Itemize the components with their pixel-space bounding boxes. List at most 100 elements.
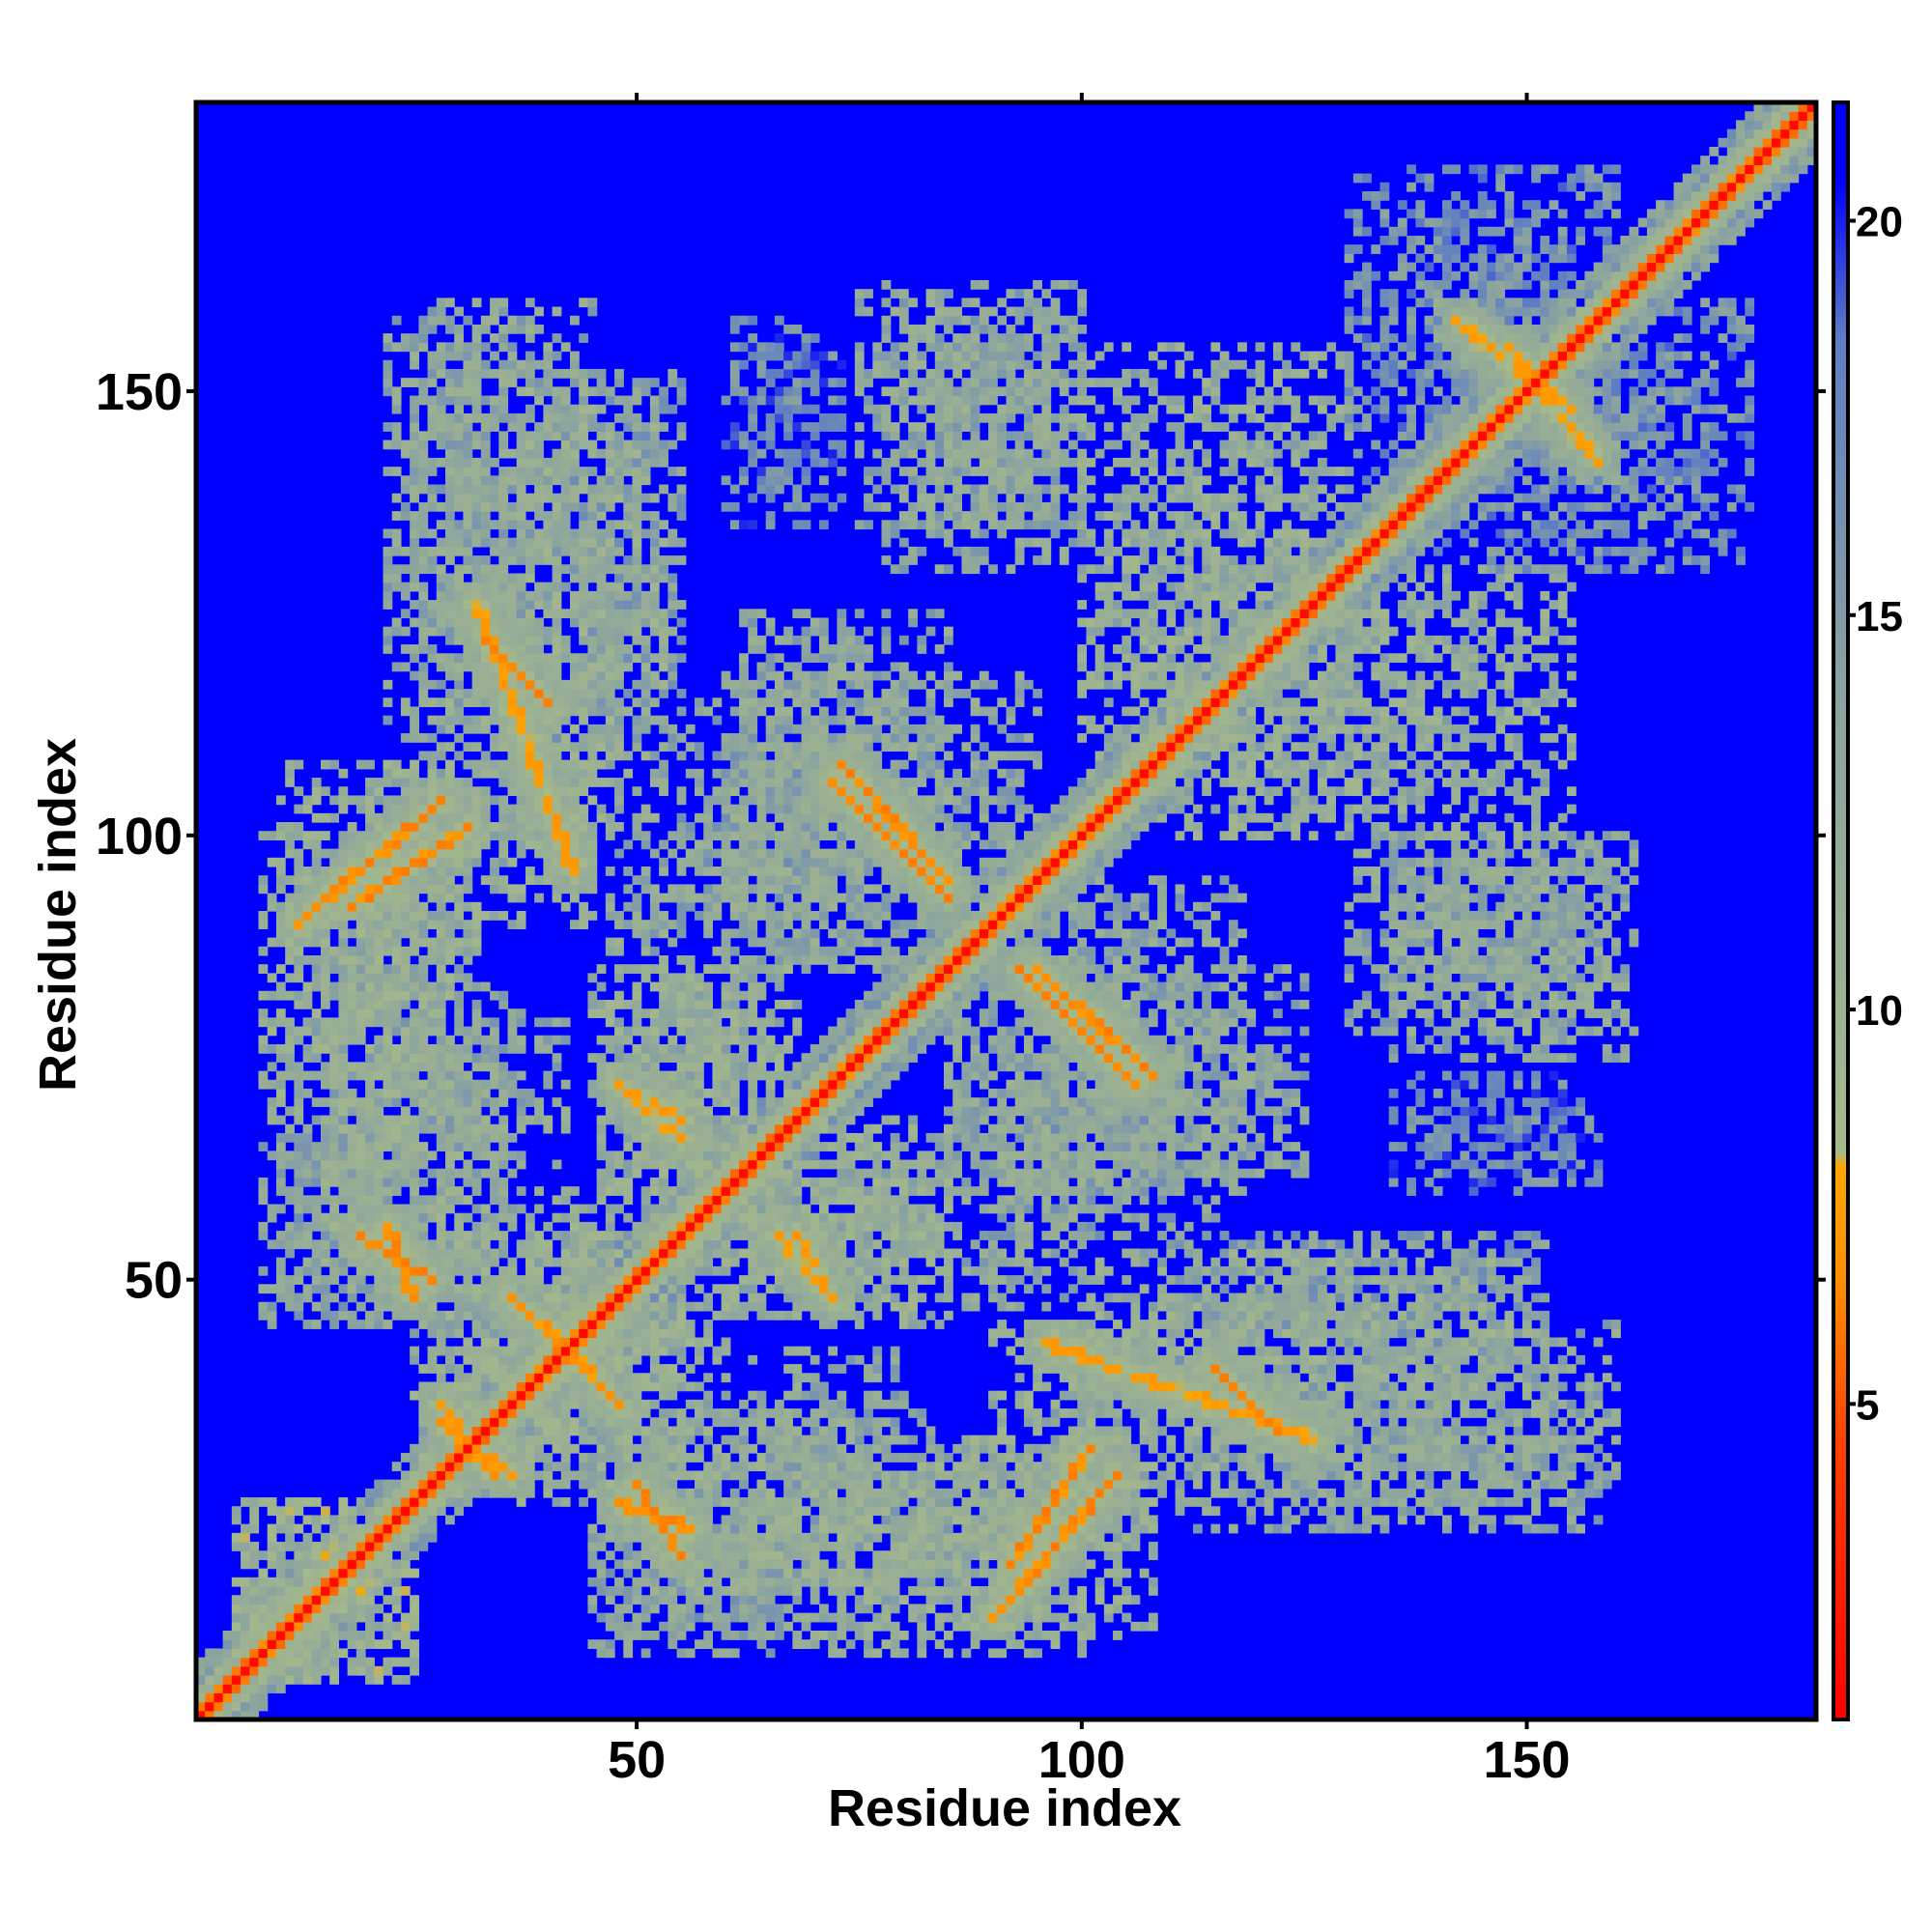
heatmap-cell bbox=[516, 1497, 526, 1507]
heatmap-cell bbox=[374, 857, 384, 867]
heatmap-cell bbox=[632, 875, 642, 886]
heatmap-cell bbox=[623, 706, 634, 717]
heatmap-cell bbox=[454, 546, 465, 556]
heatmap-cell bbox=[721, 1142, 731, 1151]
heatmap-cell bbox=[302, 1142, 313, 1151]
heatmap-cell bbox=[480, 1354, 491, 1365]
heatmap-cell bbox=[614, 1231, 624, 1240]
heatmap-cell bbox=[196, 1675, 206, 1685]
heatmap-cell bbox=[196, 1684, 206, 1694]
heatmap-cell bbox=[275, 1604, 286, 1614]
heatmap-cell bbox=[490, 395, 499, 406]
heatmap-cell bbox=[365, 778, 375, 787]
heatmap-cell bbox=[418, 812, 429, 823]
heatmap-cell bbox=[436, 1221, 446, 1232]
heatmap-cell bbox=[285, 1523, 295, 1534]
heatmap-cell bbox=[329, 1257, 340, 1267]
heatmap-cell bbox=[355, 1523, 366, 1534]
heatmap-cell bbox=[471, 831, 482, 841]
heatmap-cell bbox=[463, 839, 473, 850]
heatmap-cell bbox=[640, 1320, 651, 1329]
heatmap-cell bbox=[321, 1017, 330, 1028]
heatmap-cell bbox=[267, 1621, 277, 1632]
heatmap-cell bbox=[516, 1408, 526, 1418]
heatmap-cell bbox=[471, 1248, 482, 1259]
heatmap-cell bbox=[676, 1142, 687, 1151]
heatmap-cell bbox=[543, 1070, 554, 1081]
heatmap-cell bbox=[560, 804, 571, 814]
heatmap-cell bbox=[498, 653, 509, 664]
heatmap-cell bbox=[623, 1390, 634, 1401]
heatmap-cell bbox=[471, 395, 482, 406]
heatmap-cell bbox=[383, 564, 393, 575]
heatmap-cell bbox=[400, 1043, 411, 1054]
heatmap-cell bbox=[640, 1151, 651, 1161]
heatmap-cell bbox=[579, 1453, 589, 1463]
heatmap-cell bbox=[685, 742, 696, 753]
heatmap-cell bbox=[587, 795, 598, 806]
heatmap-cell bbox=[552, 839, 562, 850]
heatmap-cell bbox=[445, 1479, 455, 1490]
heatmap-cell bbox=[463, 1346, 473, 1356]
heatmap-cell bbox=[587, 1204, 598, 1214]
heatmap-cell bbox=[739, 1284, 749, 1294]
heatmap-cell bbox=[490, 1301, 499, 1312]
heatmap-cell bbox=[258, 1621, 269, 1632]
heatmap-cell bbox=[605, 600, 615, 610]
heatmap-cell bbox=[552, 1337, 562, 1348]
heatmap-cell bbox=[294, 1035, 304, 1045]
heatmap-cell bbox=[534, 1408, 544, 1418]
heatmap-cell bbox=[383, 697, 393, 708]
heatmap-cell bbox=[311, 1053, 322, 1063]
heatmap-cell bbox=[400, 484, 411, 495]
heatmap-cell bbox=[587, 1595, 598, 1605]
heatmap-cell bbox=[355, 964, 366, 974]
heatmap-cell bbox=[579, 1364, 589, 1374]
heatmap-cell bbox=[516, 582, 526, 592]
heatmap-cell bbox=[222, 1692, 233, 1703]
heatmap-cell bbox=[703, 1293, 714, 1303]
heatmap-cell bbox=[695, 893, 704, 903]
heatmap-cell bbox=[480, 475, 491, 486]
heatmap-cell bbox=[355, 1577, 366, 1587]
heatmap-cell bbox=[410, 831, 419, 841]
heatmap-cell bbox=[410, 1151, 419, 1161]
heatmap-cell bbox=[659, 999, 668, 1009]
heatmap-cell bbox=[649, 412, 660, 423]
heatmap-cell bbox=[649, 626, 660, 637]
heatmap-cell bbox=[614, 1043, 624, 1054]
heatmap-cell bbox=[534, 511, 544, 521]
heatmap-cell bbox=[498, 448, 509, 459]
heatmap-cell bbox=[445, 617, 455, 628]
heatmap-cell bbox=[445, 1177, 455, 1187]
heatmap-cell bbox=[649, 404, 660, 414]
heatmap-cell bbox=[534, 431, 544, 441]
heatmap-cell bbox=[445, 662, 455, 672]
heatmap-cell bbox=[570, 768, 580, 779]
heatmap-cell bbox=[516, 493, 526, 503]
heatmap-cell bbox=[632, 1462, 642, 1472]
heatmap-cell bbox=[587, 1559, 598, 1570]
heatmap-cell bbox=[534, 1017, 544, 1028]
heatmap-cell bbox=[311, 920, 322, 929]
heatmap-cell bbox=[321, 1506, 330, 1517]
heatmap-cell bbox=[605, 1320, 615, 1329]
heatmap-cell bbox=[302, 1088, 313, 1098]
heatmap-cell bbox=[712, 1417, 723, 1428]
heatmap-cell bbox=[463, 1053, 473, 1063]
heatmap-cell bbox=[721, 742, 731, 753]
heatmap-cell bbox=[490, 351, 499, 361]
heatmap-cell bbox=[525, 324, 535, 334]
heatmap-cell bbox=[498, 1408, 509, 1418]
heatmap-cell bbox=[365, 1070, 375, 1081]
heatmap-cell bbox=[552, 867, 562, 876]
heatmap-cell bbox=[614, 1204, 624, 1214]
heatmap-cell bbox=[605, 706, 615, 717]
heatmap-cell bbox=[338, 1142, 349, 1151]
heatmap-cell bbox=[490, 1053, 499, 1063]
heatmap-cell bbox=[480, 804, 491, 814]
heatmap-cell bbox=[676, 635, 687, 645]
heatmap-cell bbox=[347, 1151, 357, 1161]
heatmap-cell bbox=[391, 1115, 402, 1125]
heatmap-cell bbox=[587, 884, 598, 895]
